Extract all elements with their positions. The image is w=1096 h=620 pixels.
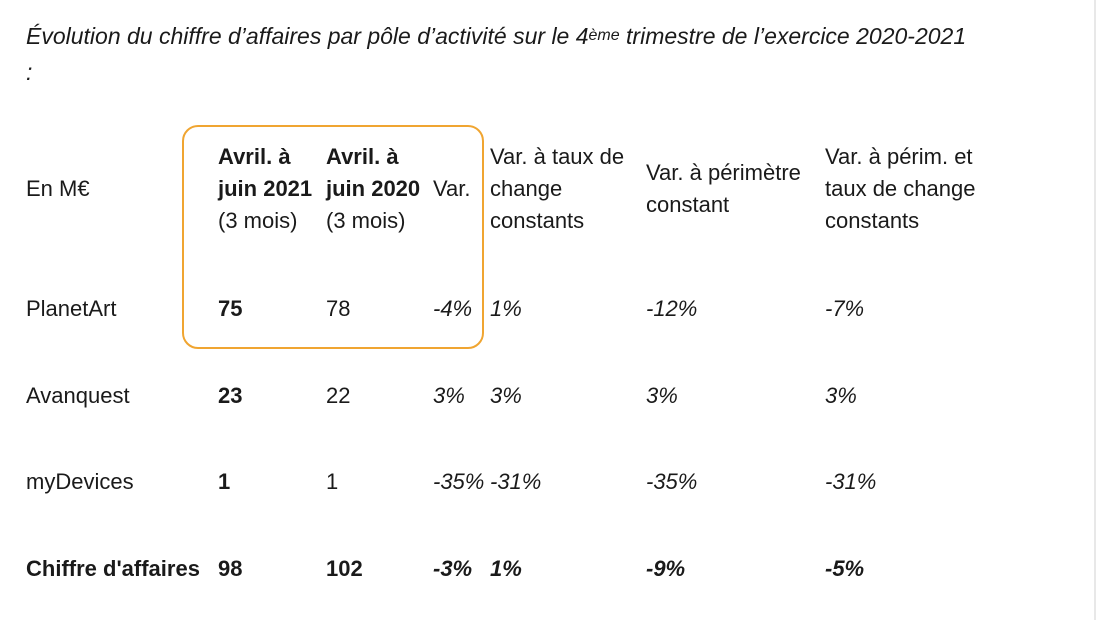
header-var-scope-fx-line3: constants [825,208,920,233]
cell-current: 98 [218,556,243,581]
cell-var: -4% [433,296,473,321]
cell-previous: 78 [326,296,351,321]
row-label-planetart: PlanetArt [26,296,117,321]
header-previous-line3: (3 mois) [326,208,406,233]
cell-var: -35% [433,469,485,494]
caption-text-end: trimestre de l’exercice 2020-2021 [619,23,967,49]
cell-current: 1 [218,469,231,494]
cell-var: 3% [433,383,465,408]
highlight-frame [182,125,484,349]
cell-var-fx: -31% [490,469,542,494]
header-unit: En M€ [26,176,90,201]
cell-var-scope: -9% [646,556,686,581]
row-label-mydevices: myDevices [26,469,134,494]
header-var-fx-line2: change [490,176,563,201]
header-var-scope-line2: constant [646,192,730,217]
header-var-scope-fx-line2: taux de change [825,176,976,201]
header-previous-line1: Avril. à [326,144,399,169]
caption-colon: : [26,59,33,85]
header-current-line3: (3 mois) [218,208,298,233]
header-var-scope-fx-line1: Var. à périm. et [825,144,973,169]
header-var-fx-line1: Var. à taux de [490,144,625,169]
cell-var-scope-fx: 3% [825,383,857,408]
cell-var-scope-fx: -7% [825,296,865,321]
cell-var-scope: -35% [646,469,698,494]
header-var: Var. [433,176,471,201]
cell-var-scope: -12% [646,296,698,321]
cell-var-fx: 3% [490,383,522,408]
cell-previous: 22 [326,383,351,408]
cell-previous: 1 [326,469,339,494]
caption-superscript: ème [588,27,620,44]
cell-var-fx: 1% [490,556,522,581]
header-current-line2: juin 2021 [218,176,313,201]
cell-var: -3% [433,556,473,581]
row-label-avanquest: Avanquest [26,383,130,408]
cell-current: 23 [218,383,243,408]
table-caption: Évolution du chiffre d’affaires par pôle… [26,20,1086,88]
header-current-line1: Avril. à [218,144,291,169]
row-label-total: Chiffre d'affaires [26,556,200,581]
page-edge-divider [1094,0,1096,620]
cell-var-scope: 3% [646,383,678,408]
cell-current: 75 [218,296,243,321]
cell-var-scope-fx: -31% [825,469,877,494]
header-previous-line2: juin 2020 [326,176,421,201]
header-var-scope-line1: Var. à périmètre [646,160,801,185]
caption-text: Évolution du chiffre d’affaires par pôle… [26,23,589,49]
cell-previous: 102 [326,556,363,581]
cell-var-fx: 1% [490,296,522,321]
cell-var-scope-fx: -5% [825,556,865,581]
header-var-fx-line3: constants [490,208,585,233]
